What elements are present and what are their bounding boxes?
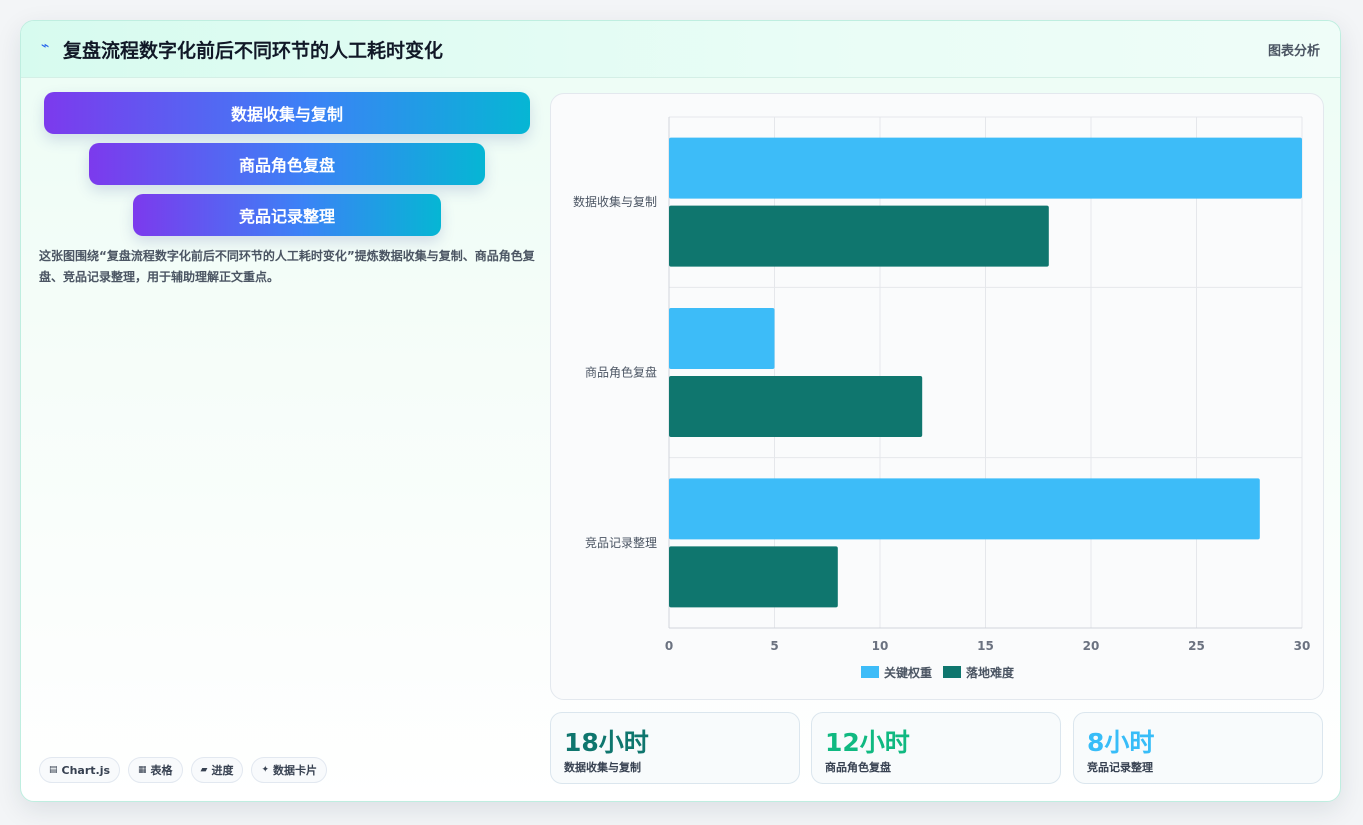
tag-progress[interactable]: ▰ 进度 xyxy=(190,757,244,783)
chart-analysis-label: 图表分析 xyxy=(1267,44,1320,59)
tag-label: Chart.js xyxy=(61,763,111,777)
table-icon: ▦ xyxy=(138,765,147,775)
stat-card-1: 18小时 数据收集与复制 xyxy=(550,712,800,784)
stat-value: 18小时 xyxy=(564,728,649,757)
stat-value: 12小时 xyxy=(825,728,910,757)
tag-chartjs[interactable]: ▤ Chart.js xyxy=(39,757,121,783)
x-tick-label: 30 xyxy=(1294,639,1311,653)
bar-key-weight xyxy=(669,478,1260,540)
bar-chart-panel: 0 5 10 15 20 25 30 数据收集与复制商品角色复盘 竞品记录整理关键权重 落地难度 xyxy=(550,93,1324,700)
progress-icon: ▰ xyxy=(200,765,208,775)
stat-card-2: 12小时 商品角色复盘 xyxy=(811,712,1061,784)
bar-difficulty xyxy=(669,546,838,608)
stat-card-3: 8小时 竞品记录整理 xyxy=(1073,712,1323,784)
page-title: 复盘流程数字化前后不同环节的人工耗时变化 xyxy=(63,40,444,62)
tag-label: 进度 xyxy=(211,764,234,777)
legend-swatch xyxy=(943,666,961,678)
x-tick-label: 25 xyxy=(1188,639,1205,653)
stat-value: 8小时 xyxy=(1087,728,1155,757)
stat-label: 商品角色复盘 xyxy=(825,761,891,774)
x-tick-label: 10 xyxy=(872,639,889,653)
legend-swatch xyxy=(861,666,879,678)
sparkle-icon: ✦ xyxy=(261,765,270,775)
bar-key-weight xyxy=(669,137,1302,199)
tag-data-card[interactable]: ✦ 数据卡片 xyxy=(251,757,328,783)
x-tick-label: 5 xyxy=(770,639,778,653)
chart-icon: ▤ xyxy=(49,765,58,775)
bar-key-weight xyxy=(669,308,775,369)
x-tick-label: 20 xyxy=(1083,639,1100,653)
card-header: ⌁ 复盘流程数字化前后不同环节的人工耗时变化 图表分析 xyxy=(21,21,1340,78)
stat-label: 竞品记录整理 xyxy=(1087,761,1153,774)
y-category-label: 数据收集与复制 xyxy=(573,194,657,209)
chart-card: ⌁ 复盘流程数字化前后不同环节的人工耗时变化 图表分析 数据收集与复制 商品角色… xyxy=(20,20,1341,802)
legend-label: 关键权重 xyxy=(884,665,932,680)
stat-label: 数据收集与复制 xyxy=(564,761,641,774)
funnel-step-2: 商品角色复盘 xyxy=(89,143,485,185)
bar-difficulty xyxy=(669,205,1049,267)
bolt-icon: ⌁ xyxy=(41,38,50,54)
tag-label: 表格 xyxy=(150,764,173,777)
y-category-label: 商品角色复盘 xyxy=(585,365,657,380)
tag-label: 数据卡片 xyxy=(273,764,318,777)
x-tick-label: 15 xyxy=(977,639,994,653)
x-tick-label: 0 xyxy=(665,639,673,653)
bar-difficulty xyxy=(669,376,923,437)
chart-description: 这张图围绕“复盘流程数字化前后不同环节的人工耗时变化”提炼数据收集与复制、商品角… xyxy=(39,249,535,284)
funnel-step-3: 竞品记录整理 xyxy=(133,194,441,236)
tag-list: ▤ Chart.js ▦ 表格 ▰ 进度 ✦ 数据卡片 xyxy=(39,757,328,783)
funnel-step-1: 数据收集与复制 xyxy=(44,92,530,134)
y-category-label: 竞品记录整理 xyxy=(585,535,657,550)
legend-label: 落地难度 xyxy=(966,665,1015,680)
tag-table[interactable]: ▦ 表格 xyxy=(128,757,183,783)
